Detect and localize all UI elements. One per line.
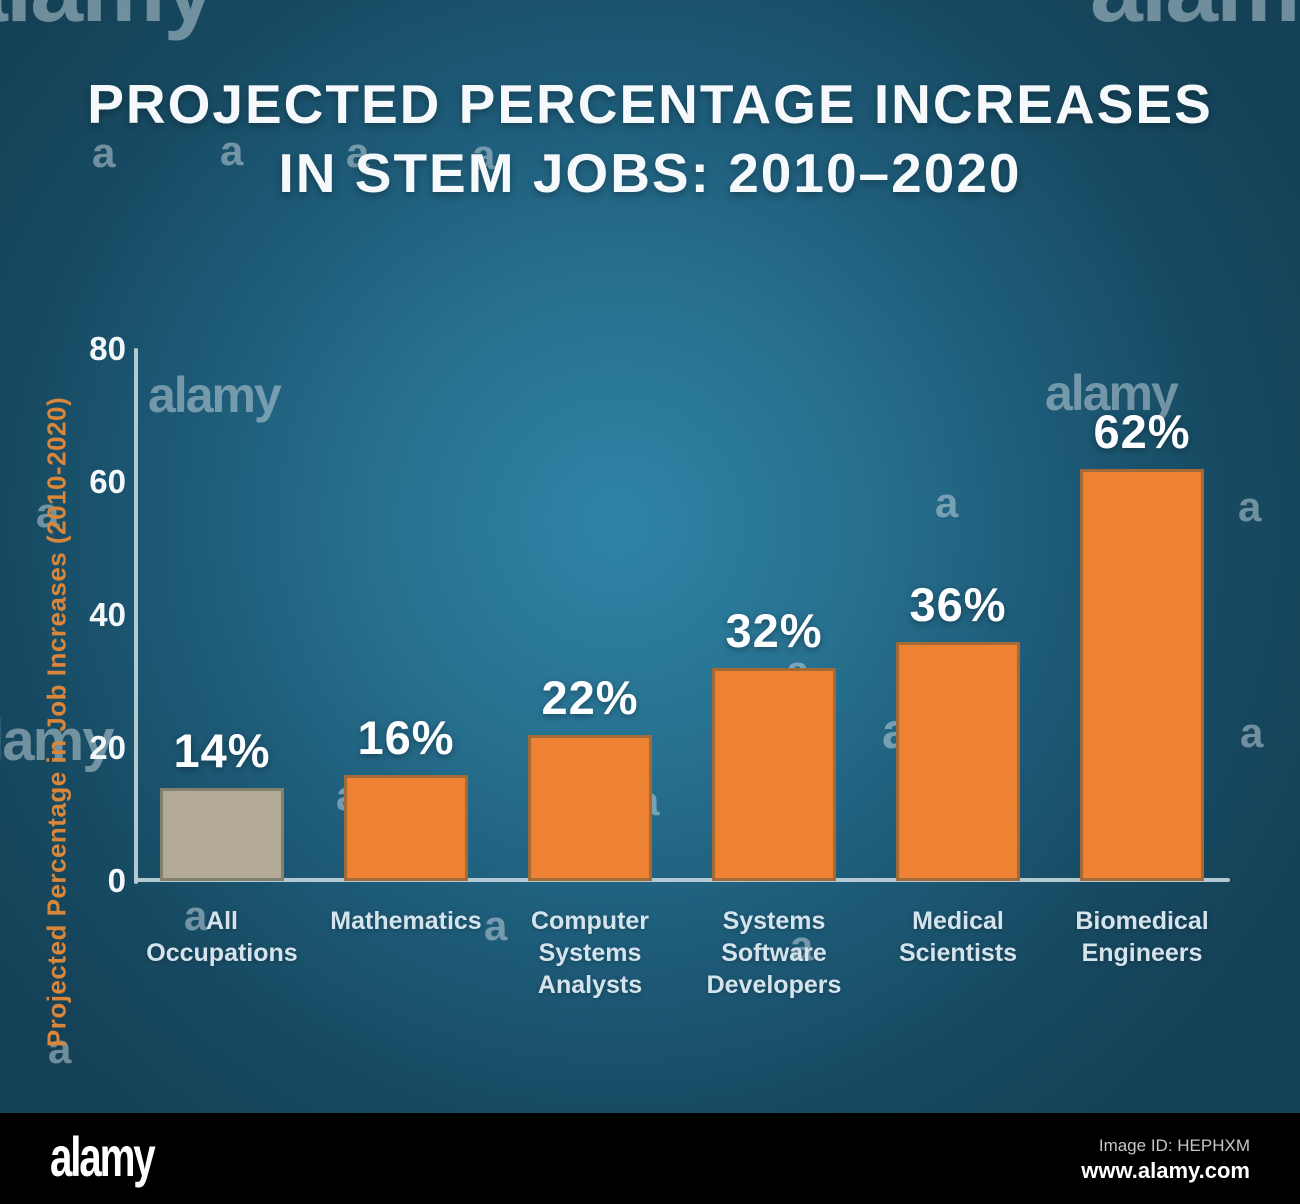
category-label-line: Engineers bbox=[1081, 939, 1203, 967]
image-id-text: Image ID: HEPHXM bbox=[1098, 1135, 1250, 1155]
bar-value-label: 16% bbox=[357, 711, 455, 764]
bar-group: 62% Biomedical Engineers bbox=[1050, 0, 1234, 967]
x-axis-line bbox=[134, 878, 1230, 882]
y-tick-label: 0 bbox=[107, 862, 126, 899]
bar-value-label: 32% bbox=[725, 604, 823, 657]
bar bbox=[712, 668, 836, 881]
y-tick-label: 60 bbox=[89, 463, 126, 500]
category-label: All Occupations bbox=[102, 905, 342, 969]
bar-value-label: 36% bbox=[909, 578, 1007, 631]
bar bbox=[896, 642, 1020, 881]
chart-title: PROJECTED PERCENTAGE INCREASES IN STEM J… bbox=[0, 70, 1300, 208]
category-label: Systems Software Developers bbox=[654, 905, 894, 1001]
category-label-line: Systems bbox=[722, 907, 826, 935]
alamy-watermark-letter: a bbox=[1240, 709, 1263, 756]
alamy-logo: alamy bbox=[50, 1124, 156, 1188]
bar-value-label: 14% bbox=[173, 724, 271, 777]
bar-value-label: 62% bbox=[1093, 405, 1191, 458]
category-label-line: All bbox=[206, 907, 238, 935]
category-label: Computer Systems Analysts bbox=[470, 905, 710, 1001]
category-label-line: Developers bbox=[706, 971, 842, 999]
alamy-watermark-letter: a bbox=[1238, 483, 1261, 530]
bar bbox=[344, 775, 468, 881]
bar-group: 22% Computer Systems Analysts bbox=[498, 0, 682, 999]
category-label-line: Medical bbox=[912, 907, 1004, 935]
category-label-line: Biomedical bbox=[1075, 907, 1209, 935]
bar-group: 32% Systems Software Developers bbox=[682, 0, 866, 999]
bar-group: 36% Medical Scientists bbox=[866, 0, 1050, 967]
bar-value-label: 22% bbox=[541, 671, 639, 724]
y-tick-label: 40 bbox=[89, 596, 126, 633]
chart-title-line1: PROJECTED PERCENTAGE INCREASES bbox=[87, 73, 1213, 135]
category-label-line: Systems bbox=[538, 939, 642, 967]
footer-right-block: Image ID: HEPHXM www.alamy.com bbox=[1081, 1134, 1250, 1184]
y-axis-line bbox=[134, 348, 138, 884]
bar bbox=[528, 735, 652, 881]
bar bbox=[160, 788, 284, 881]
category-label-line: Computer bbox=[530, 907, 650, 935]
category-label: Medical Scientists bbox=[838, 905, 1078, 969]
category-label: Biomedical Engineers bbox=[1022, 905, 1262, 969]
alamy-url-text: www.alamy.com bbox=[1081, 1157, 1250, 1183]
category-label-line: Occupations bbox=[146, 939, 298, 967]
category-label: Mathematics bbox=[286, 905, 526, 937]
y-tick-label: 20 bbox=[89, 729, 126, 766]
category-label-line: Analysts bbox=[537, 971, 643, 999]
bar-group: 16% Mathematics bbox=[314, 0, 498, 935]
infographic-canvas: alamyalamyalamyalamyalamyalamyaaaaaaaaaa… bbox=[0, 0, 1300, 1113]
bar bbox=[1080, 469, 1204, 881]
category-label-line: Software bbox=[721, 939, 827, 967]
y-tick-label: 80 bbox=[89, 330, 126, 367]
category-label-line: Scientists bbox=[898, 939, 1018, 967]
watermark-footer-bar: alamy Image ID: HEPHXM www.alamy.com bbox=[0, 1113, 1300, 1204]
chart-title-line2: IN STEM JOBS: 2010–2020 bbox=[278, 142, 1022, 204]
category-label-line: Mathematics bbox=[330, 907, 482, 935]
bar-group: 14% All Occupations bbox=[130, 0, 314, 967]
